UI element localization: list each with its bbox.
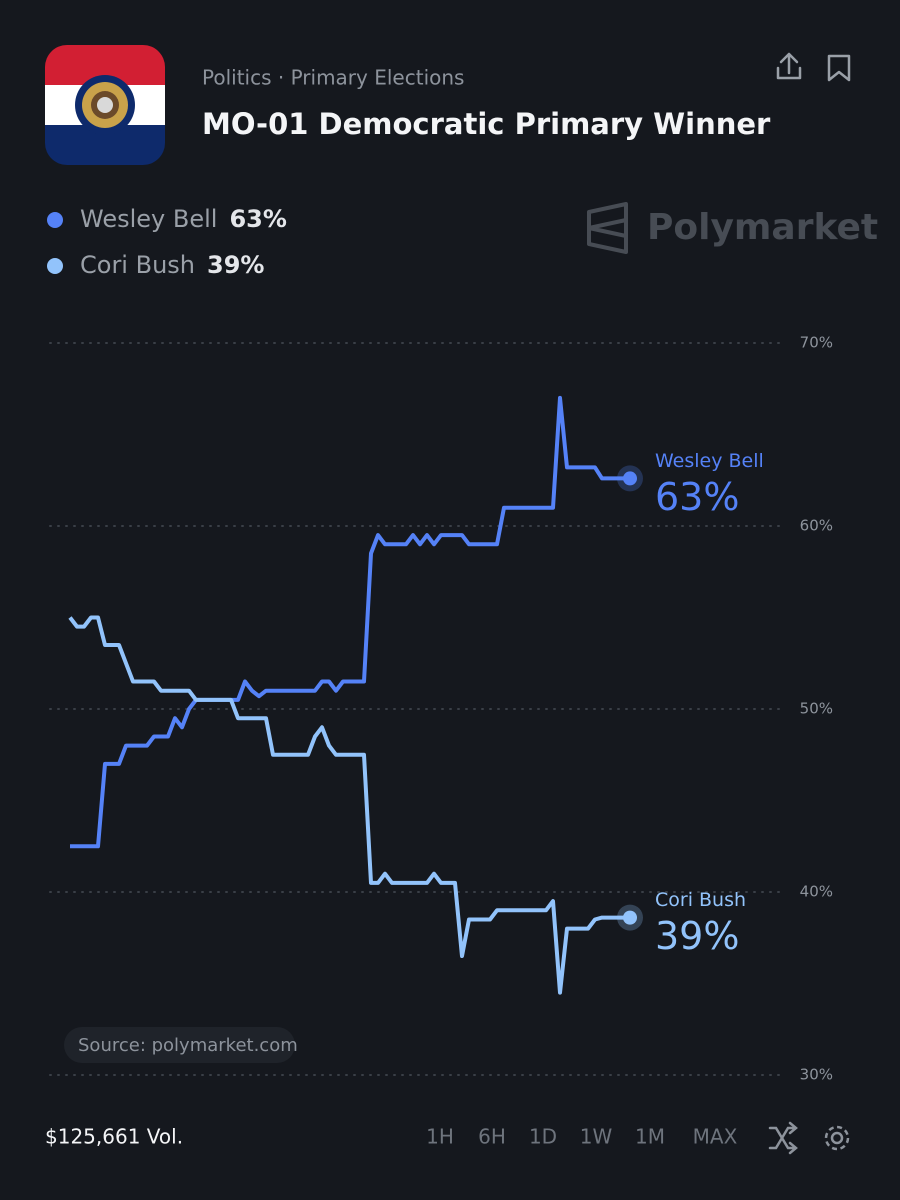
range-button[interactable]: MAX	[693, 1125, 738, 1149]
chart: 30% 40% 50% 60% 70% Wesley Bell 63% Wesley Bell…	[47, 205, 833, 1084]
range-button[interactable]: 1W	[580, 1125, 613, 1149]
range-buttons: 1H 6H 1D 1W 1M MAX	[426, 1125, 738, 1149]
source-badge	[64, 1027, 295, 1063]
legend-value: 63%	[229, 205, 286, 233]
category: Politics · Primary Elections	[202, 66, 464, 90]
y-tick-label: 50%	[800, 700, 833, 718]
end-label-name: Cori Bush	[655, 889, 746, 911]
end-label-value: 63%	[655, 475, 739, 519]
y-tick-label: 70%	[800, 334, 833, 352]
end-point	[623, 910, 637, 925]
source: Source: polymarket.com	[78, 1035, 298, 1056]
legend-name: Cori Bush	[80, 251, 195, 279]
line	[70, 395, 630, 849]
range-button[interactable]: 1H	[426, 1125, 454, 1149]
range-button[interactable]: 6H	[478, 1125, 506, 1149]
legend-value: 39%	[207, 251, 264, 279]
line	[68, 615, 630, 995]
legend-dot	[47, 258, 63, 274]
y-tick-label: 40%	[800, 883, 833, 901]
range-button[interactable]: 1D	[529, 1125, 557, 1149]
volume: $125,661 Vol.	[45, 1125, 183, 1149]
y-tick-label: 60%	[800, 517, 833, 535]
settings-button[interactable]	[824, 1125, 850, 1151]
shuffle-button[interactable]	[768, 1121, 798, 1155]
brand-name: Polymarket	[647, 207, 878, 248]
title: MO-01 Democratic Primary Winner	[202, 107, 771, 141]
share-button[interactable]	[776, 52, 802, 80]
range-button[interactable]: 1M	[635, 1125, 665, 1149]
y-tick-label: 30%	[800, 1066, 833, 1084]
end-point	[623, 471, 637, 486]
end-label-name: Wesley Bell	[655, 450, 764, 472]
legend-dot	[47, 212, 63, 228]
brand-logo	[587, 202, 628, 254]
end-label-value: 39%	[655, 914, 739, 958]
flag-icon	[45, 45, 165, 165]
legend-name: Wesley Bell	[80, 205, 217, 233]
bookmark-button[interactable]	[827, 54, 851, 82]
